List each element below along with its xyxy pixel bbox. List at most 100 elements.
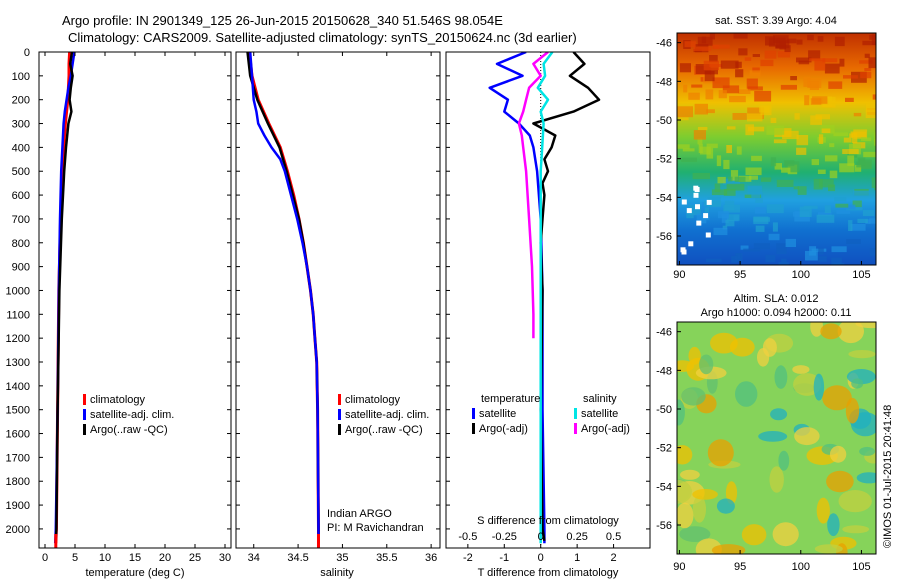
x-tick-label: 10 <box>99 552 111 564</box>
sst-cell <box>754 90 772 102</box>
map-x-tick-label: 90 <box>673 561 685 573</box>
sst-cell <box>708 64 723 67</box>
sst-missing-cell <box>705 232 711 238</box>
sst-cell <box>745 167 762 176</box>
sst-cell <box>752 67 760 73</box>
temperature-panel: 0 5 10 15 20 25 30 temperature (deg C) climato… <box>38 51 232 579</box>
sst-cell <box>787 38 797 44</box>
legend-swatch <box>338 409 341 420</box>
legend-label: satellite <box>581 408 618 420</box>
sla-blob <box>741 524 767 546</box>
sst-cell <box>857 218 868 223</box>
map-x-tick-label: 95 <box>734 561 746 573</box>
sla-blob <box>770 408 788 421</box>
map-x-tick-label: 90 <box>673 269 685 281</box>
sst-cell <box>718 90 727 99</box>
sst-cell <box>828 184 836 192</box>
depth-tick-label: 1600 <box>6 429 30 441</box>
sst-cell <box>796 147 807 155</box>
legend-swatch <box>574 408 577 419</box>
sst-cell <box>781 258 787 263</box>
header-line-1: Argo profile: IN 2901349_125 26-Jun-2015… <box>62 13 503 28</box>
sst-cell <box>772 222 778 232</box>
difference-legend: temperature salinity satellite Argo(-adj) sa… <box>472 393 630 435</box>
sst-cell <box>811 159 819 166</box>
sst-cell <box>804 95 810 106</box>
sst-cell <box>760 105 772 116</box>
sst-cell <box>751 155 762 162</box>
sst-cell <box>803 76 811 87</box>
sst-cell <box>875 36 876 44</box>
sst-cell <box>865 103 876 112</box>
sla-map-title: Altim. SLA: 0.012 <box>734 293 819 305</box>
sst-cell <box>852 200 862 208</box>
imos-credit: ©IMOS 01-Jul-2015 20:41:48 <box>882 405 894 548</box>
sst-cell <box>780 84 797 90</box>
sst-cell <box>776 243 787 254</box>
sst-cell <box>714 183 721 193</box>
sst-cell <box>796 39 803 45</box>
sst-cell <box>706 258 722 263</box>
sst-cell <box>829 170 838 179</box>
legend-label: Argo(-adj) <box>581 423 630 435</box>
sst-cell <box>796 135 809 146</box>
sst-cell <box>729 95 746 103</box>
depth-tick-label: 1700 <box>6 452 30 464</box>
sst-cell <box>781 167 791 173</box>
sst-cell <box>731 255 738 263</box>
sst-cell <box>735 253 741 259</box>
sst-cell <box>753 243 770 250</box>
sst-missing-cell <box>681 249 687 255</box>
sst-cell <box>749 175 758 180</box>
map-y-tick-label: -50 <box>656 404 672 416</box>
sst-cell <box>785 161 800 173</box>
sst-cell <box>821 128 831 133</box>
sst-cell <box>693 130 706 140</box>
sst-cell <box>743 248 761 252</box>
sst-missing-cell <box>681 199 687 205</box>
sst-cell <box>851 132 858 144</box>
sla-blob <box>677 502 694 529</box>
salinity-legend: climatology satellite-adj. clim. Argo(..ra… <box>338 394 429 436</box>
sla-map: Altim. SLA: 0.012 Argo h1000: 0.094 h200… <box>656 293 877 573</box>
sla-blob <box>677 445 693 465</box>
map-y-tick-label: -48 <box>656 76 672 88</box>
sst-cell <box>722 85 740 94</box>
sst-missing-cell <box>703 213 709 219</box>
sla-blob <box>837 322 864 344</box>
map-y-tick-label: -54 <box>656 481 672 493</box>
sst-cell <box>749 70 761 77</box>
t-difference-xlabel: T difference from climatology <box>478 567 619 579</box>
sst-cell <box>773 35 789 43</box>
sst-cell <box>812 96 828 104</box>
sst-cell <box>773 139 787 144</box>
sst-cell <box>709 55 718 63</box>
sst-cell <box>727 214 740 221</box>
difference-panel: -2 -1 0 1 2 -0.5 -0.25 0 0.25 0.5 S difference fr… <box>445 51 651 579</box>
sst-cell <box>847 155 855 166</box>
map-y-tick-label: -46 <box>656 327 672 339</box>
legend-label: Argo(-adj) <box>479 423 528 435</box>
sst-cell <box>765 254 776 263</box>
sst-cell <box>754 207 766 214</box>
sst-cell <box>813 178 823 190</box>
legend-swatch <box>83 409 86 420</box>
sst-cell <box>799 206 812 217</box>
sla-map-frame <box>676 321 877 555</box>
sst-cell <box>761 177 772 182</box>
sst-cell <box>831 246 847 253</box>
sst-cell <box>677 106 693 118</box>
sst-cell <box>693 46 712 51</box>
sst-cell <box>774 163 782 170</box>
sst-cell <box>691 84 703 88</box>
sst-cell <box>798 60 810 65</box>
sst-cell <box>755 225 765 232</box>
legend-label: satellite-adj. clim. <box>345 409 429 421</box>
sst-cell <box>722 225 728 230</box>
temperature-legend: climatology satellite-adj. clim. Argo(..ra… <box>83 394 174 436</box>
sst-cell <box>753 217 770 222</box>
sst-cell <box>793 186 799 190</box>
sst-cell <box>677 144 690 149</box>
sst-cell <box>872 94 876 100</box>
